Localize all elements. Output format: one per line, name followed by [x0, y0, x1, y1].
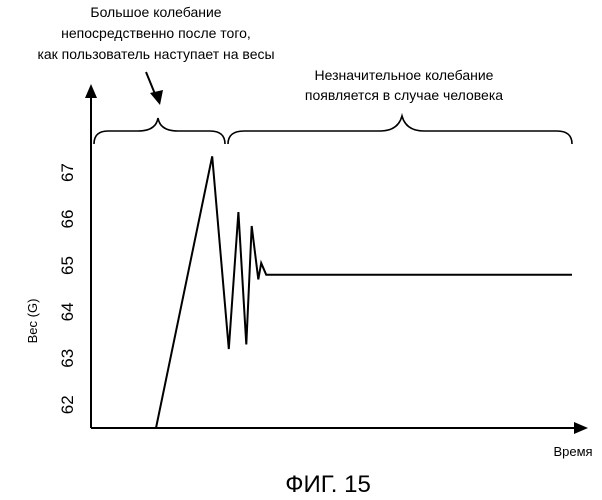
brace-small-oscillation: [228, 116, 572, 144]
series-line-0: [156, 156, 572, 428]
y-tick-labels: 62 63 64 65 66 67: [58, 163, 77, 414]
annotation-big-oscillation: Большое колебание непосредственно после …: [37, 4, 274, 62]
y-tick-label-62: 62: [58, 395, 77, 414]
weight-series: [156, 156, 572, 428]
annotation-arrow-head: [150, 90, 163, 105]
annotation-small-line-1: Незначительное колебание: [315, 67, 494, 83]
annotation-big-line-1: Большое колебание: [90, 4, 221, 20]
annotation-big-line-3: как пользователь наступает на весы: [37, 46, 274, 62]
y-axis-label: Вес (G): [25, 299, 40, 344]
y-tick-label-66: 66: [58, 210, 77, 229]
annotation-big-line-2: непосредственно после того,: [61, 25, 251, 41]
y-tick-label-67: 67: [58, 163, 77, 182]
annotation-small-oscillation: Незначительное колебание появляется в сл…: [305, 67, 503, 103]
x-axis-label: Время: [553, 444, 592, 459]
x-axis-arrowhead: [574, 422, 588, 434]
figure-caption: ФИГ. 15: [285, 471, 371, 498]
annotation-arrow-shaft: [146, 72, 155, 94]
y-tick-label-63: 63: [58, 349, 77, 368]
brace-large-oscillation: [94, 118, 225, 144]
y-tick-label-65: 65: [58, 256, 77, 275]
annotation-small-line-2: появляется в случае человека: [305, 87, 503, 103]
y-axis-arrowhead: [85, 84, 97, 98]
y-tick-label-64: 64: [58, 302, 77, 321]
